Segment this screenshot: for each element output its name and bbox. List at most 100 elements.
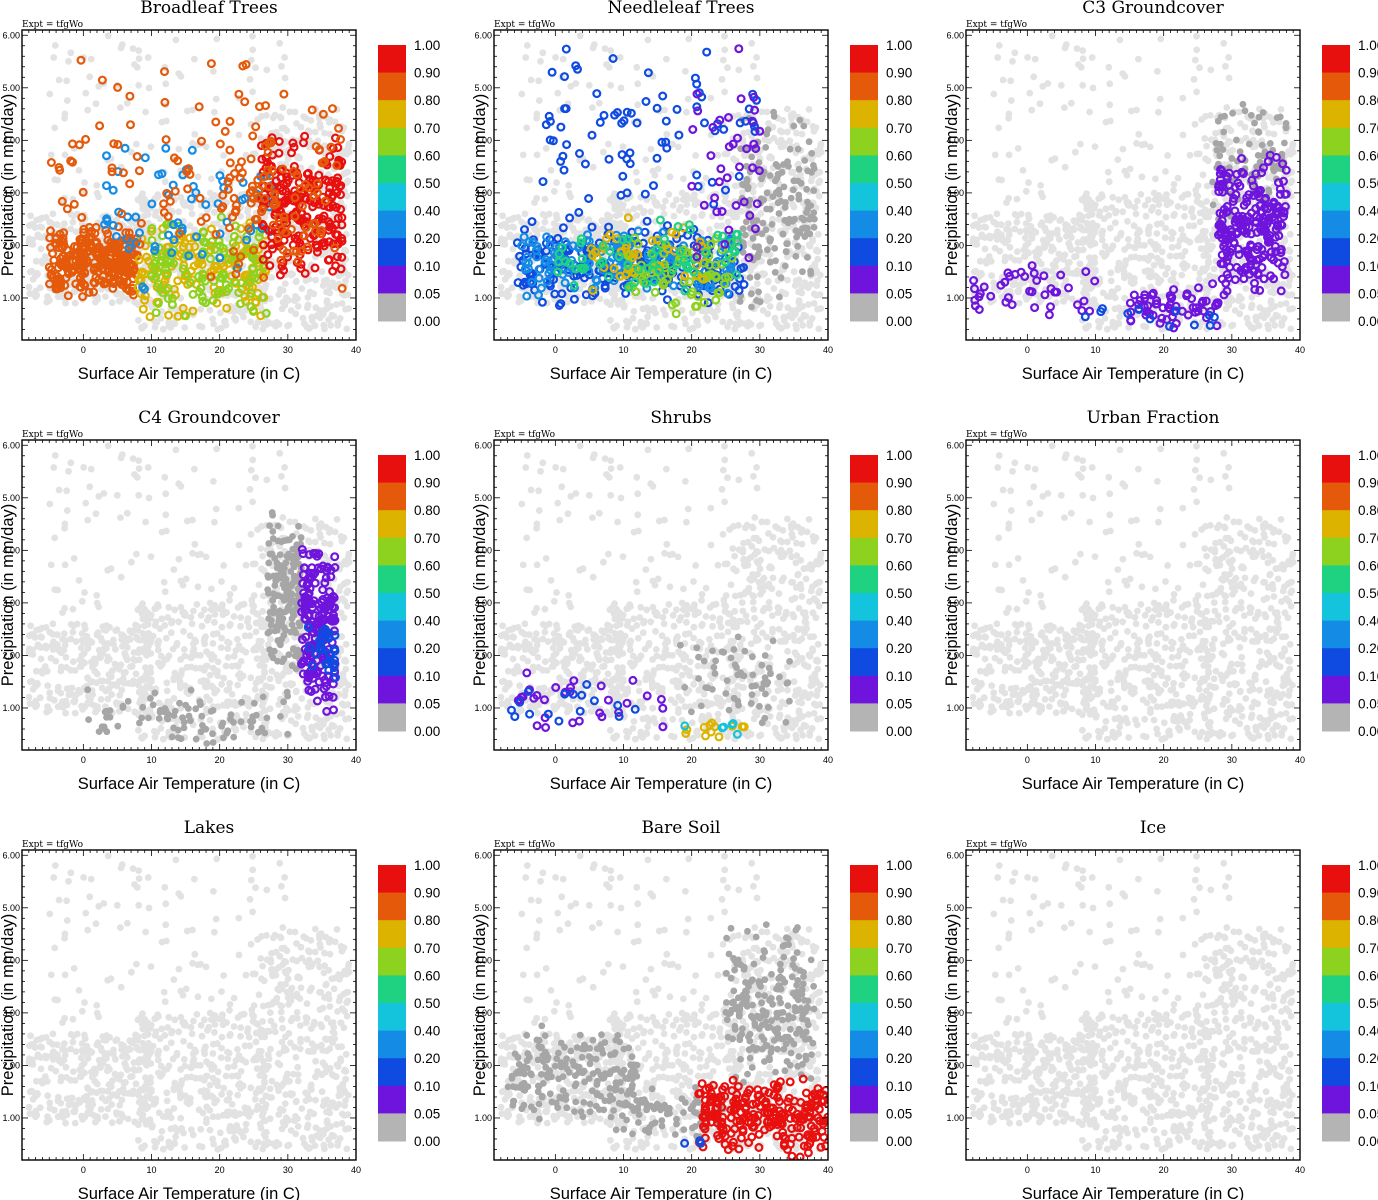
- data-point: [336, 135, 346, 145]
- background-point: [707, 94, 715, 102]
- background-point: [771, 314, 779, 322]
- background-point: [36, 284, 44, 292]
- data-point: [336, 181, 346, 191]
- background-point: [815, 192, 823, 200]
- colorbar-label: 0.10: [414, 259, 440, 274]
- background-point: [735, 66, 743, 74]
- data-point: [178, 264, 188, 274]
- background-point: [617, 219, 624, 227]
- data-point: [308, 202, 318, 212]
- background-point: [188, 210, 196, 218]
- background-point: [653, 324, 661, 331]
- data-point: [102, 278, 112, 288]
- data-point: [168, 293, 178, 303]
- data-point: [186, 278, 196, 288]
- background-point: [189, 139, 197, 147]
- background-point: [644, 313, 651, 321]
- background-point: [285, 296, 292, 304]
- background-point: [611, 219, 619, 227]
- background-point: [976, 257, 984, 265]
- data-point: [161, 143, 171, 153]
- data-point: [48, 249, 58, 259]
- background-point: [1079, 246, 1087, 254]
- data-point: [188, 306, 198, 316]
- background-point: [789, 201, 797, 208]
- data-point: [221, 287, 231, 297]
- background-point: [618, 204, 626, 212]
- data-point: [796, 229, 804, 237]
- background-point: [1057, 216, 1065, 224]
- data-point: [739, 280, 749, 290]
- expt-label: Expt = tfgWo: [494, 20, 555, 30]
- background-point: [678, 306, 686, 314]
- data-point: [131, 238, 141, 248]
- background-point: [208, 175, 215, 183]
- background-point: [505, 291, 513, 299]
- data-point: [714, 177, 724, 187]
- data-point: [151, 250, 161, 260]
- background-point: [1056, 235, 1063, 243]
- background-point: [330, 312, 338, 320]
- data-point: [53, 280, 63, 290]
- background-point: [329, 279, 337, 287]
- data-point: [175, 229, 185, 239]
- data-point: [595, 117, 605, 127]
- background-point: [595, 99, 603, 107]
- background-point: [653, 200, 661, 208]
- background-point: [31, 224, 39, 231]
- background-point: [784, 105, 791, 113]
- background-point: [674, 143, 682, 151]
- data-point: [184, 242, 194, 252]
- background-point: [211, 108, 218, 116]
- background-point: [281, 54, 288, 61]
- background-point: [1080, 236, 1087, 243]
- background-point: [1017, 210, 1025, 218]
- background-point: [533, 151, 541, 159]
- data-point: [556, 122, 566, 132]
- background-point: [777, 143, 785, 151]
- background-point: [1166, 252, 1174, 260]
- data-point: [748, 153, 756, 161]
- background-point: [1168, 235, 1176, 243]
- data-point: [312, 179, 322, 189]
- background-point: [1007, 254, 1014, 261]
- data-point: [799, 268, 806, 276]
- data-point: [107, 163, 117, 173]
- background-point: [47, 151, 55, 159]
- background-point: [554, 89, 562, 97]
- data-point: [652, 103, 662, 113]
- data-point: [527, 217, 537, 227]
- data-point: [772, 257, 779, 265]
- data-point: [245, 278, 255, 288]
- colorbar-swatch: [378, 265, 406, 294]
- background-point: [263, 66, 271, 74]
- data-point: [111, 239, 121, 249]
- background-point: [259, 325, 267, 333]
- data-point: [707, 177, 717, 187]
- background-point: [786, 137, 794, 145]
- background-point: [670, 323, 678, 331]
- data-point: [556, 156, 566, 166]
- background-point: [802, 312, 810, 320]
- background-point: [1059, 255, 1067, 263]
- data-point: [242, 235, 252, 245]
- background-point: [812, 247, 820, 255]
- background-point: [690, 168, 697, 175]
- y-tick-label: 2.00: [2, 240, 20, 250]
- data-point: [274, 137, 284, 147]
- data-point: [331, 220, 341, 230]
- background-point: [987, 257, 995, 265]
- background-point: [118, 41, 126, 48]
- data-point: [742, 218, 750, 226]
- data-point: [746, 274, 754, 281]
- data-point: [550, 289, 560, 299]
- data-point: [78, 187, 88, 197]
- data-point: [302, 212, 312, 222]
- x-tick-label: 20: [687, 345, 697, 355]
- data-point: [283, 190, 293, 200]
- background-point: [545, 210, 553, 218]
- data-point: [777, 274, 785, 282]
- data-point: [791, 215, 798, 223]
- data-point: [189, 261, 199, 271]
- background-point: [123, 99, 131, 107]
